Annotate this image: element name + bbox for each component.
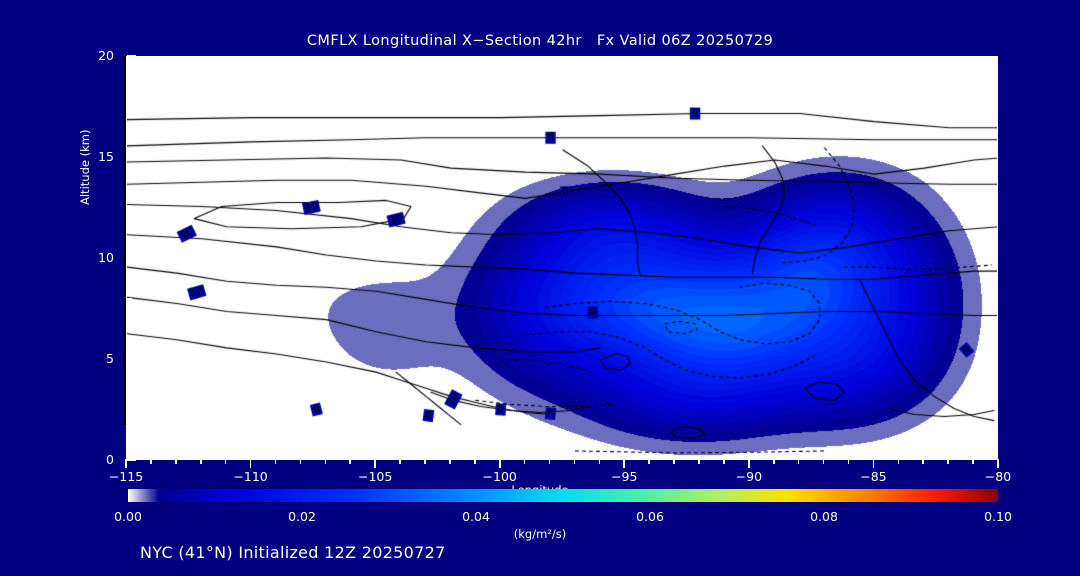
y-tick-major [127,358,136,360]
x-tick-label: −95 [611,469,638,484]
chart-title: CMFLX Longitudinal X−Section 42hr Fx Val… [306,33,774,49]
y-tick-minor [127,237,132,239]
x-tick-minor [673,459,675,464]
colorbar-gradient [128,489,998,502]
x-tick-minor [897,459,900,464]
y-tick-minor [127,95,132,98]
x-tick-minor [199,459,202,464]
x-tick-minor [598,459,601,464]
x-tick-major [997,459,999,468]
x-tick-label: −80 [984,469,1012,484]
y-tick-label: 10 [98,250,114,265]
x-tick-label: −110 [233,469,268,484]
y-tick-minor [127,418,132,421]
colorbar-units-label: (kg/m²/s) [0,527,1080,541]
x-tick-minor [399,459,401,464]
x-tick-minor [449,459,451,464]
x-tick-minor [797,459,800,464]
x-tick-major [498,459,501,468]
x-tick-minor [922,459,925,464]
x-tick-minor [822,459,825,464]
x-tick-minor [349,459,352,464]
x-tick-minor [972,459,974,464]
y-tick-minor [127,297,132,300]
y-tick-label: 0 [106,452,114,467]
y-tick-minor [127,277,132,279]
x-tick-major [125,459,127,468]
x-tick-minor [324,459,327,464]
x-tick-label: −105 [357,469,393,484]
colorbar-tick-label: 0.10 [984,509,1012,524]
x-tick-major [623,459,626,468]
surface-terrain-mark [123,56,128,425]
x-tick-minor [723,459,725,464]
x-tick-label: −115 [108,469,144,484]
y-tick-major [127,55,136,57]
x-tick-label: −85 [860,469,887,484]
y-tick-minor [127,439,132,441]
x-tick-major [872,459,875,468]
x-tick-minor [523,459,526,464]
colorbar-tick-label: 0.06 [636,509,664,524]
colorbar [128,489,998,502]
x-tick-minor [698,459,700,464]
x-tick-label: −90 [735,469,763,484]
x-tick-minor [847,459,850,464]
y-tick-minor [127,136,132,138]
y-tick-minor [127,338,132,340]
y-tick-minor [127,75,132,77]
y-tick-major [127,459,136,461]
cross-section-field [127,57,997,459]
x-tick-minor [573,459,576,464]
y-tick-label: 5 [106,351,114,366]
colorbar-tick-label: 0.02 [288,509,316,524]
x-tick-major [249,459,252,468]
x-tick-minor [947,459,949,464]
plot-canvas-wrap [127,57,997,459]
x-tick-major [374,459,376,468]
y-tick-label: 20 [98,48,114,63]
plot-area [126,56,998,460]
y-axis-title: Altitude (km) [78,129,92,205]
x-tick-minor [274,459,277,464]
x-tick-minor [224,459,227,464]
y-tick-minor [127,398,132,401]
colorbar-units-text: (kg/m²/s) [513,527,567,541]
y-tick-minor [127,196,132,199]
colorbar-tick-label: 0.08 [810,509,838,524]
y-tick-minor [127,115,132,118]
x-tick-minor [175,459,177,464]
y-tick-major [127,156,136,158]
x-tick-minor [150,459,152,464]
y-tick-minor [127,216,132,219]
x-tick-minor [424,459,426,464]
y-tick-major [127,257,136,259]
chart-footer: NYC (41°N) Initialized 12Z 20250727 [140,543,446,562]
colorbar-tick-label: 0.04 [462,509,490,524]
x-tick-minor [648,459,650,464]
x-tick-minor [474,459,476,464]
y-tick-label: 15 [98,149,114,164]
x-tick-minor [299,459,302,464]
y-tick-minor [127,176,132,178]
colorbar-tick-label: 0.00 [114,509,142,524]
x-tick-label: −100 [482,469,517,484]
x-tick-minor [772,459,775,464]
x-tick-minor [548,459,551,464]
y-tick-minor [127,378,132,380]
y-tick-minor [127,317,132,320]
x-tick-major [748,459,750,468]
